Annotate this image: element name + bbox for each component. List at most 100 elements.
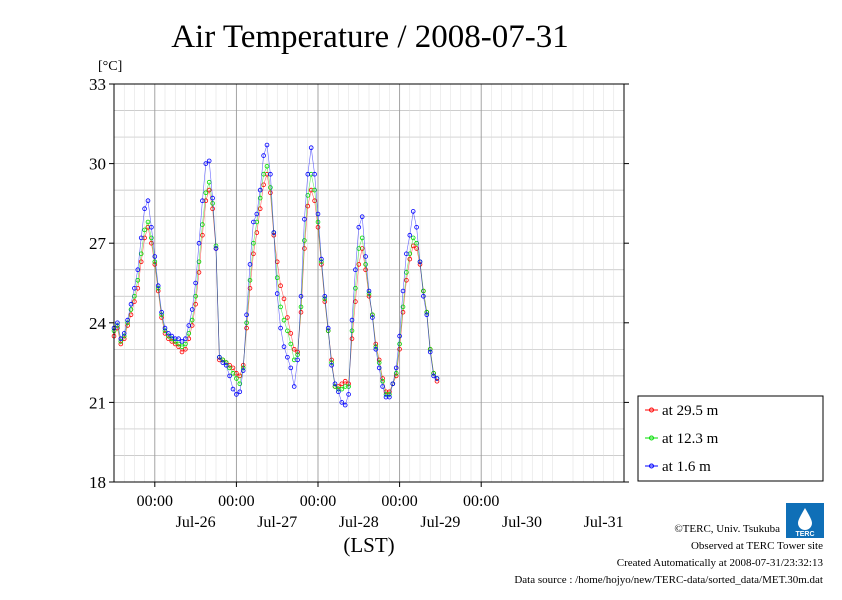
data-point — [189, 317, 195, 323]
data-point — [373, 346, 379, 352]
data-point — [118, 336, 124, 342]
y-axis-ticks: 18 21 24 27 30 33 — [89, 75, 629, 492]
data-point — [128, 307, 134, 312]
data-point — [162, 325, 168, 331]
data-point — [387, 394, 392, 400]
y-tick-label: 30 — [89, 155, 106, 174]
data-point — [189, 307, 195, 312]
data-point — [298, 304, 304, 310]
data-point — [220, 360, 226, 365]
data-point — [349, 336, 355, 342]
data-point — [193, 280, 198, 286]
data-point — [179, 349, 185, 355]
data-point — [179, 344, 185, 350]
data-point — [359, 214, 365, 220]
data-point — [268, 171, 273, 177]
legend-label: at 12.3 m — [662, 431, 719, 447]
y-tick-label: 24 — [89, 314, 107, 333]
legend: at 29.5 m at 12.3 m at 1.6 m — [637, 395, 824, 482]
data-point — [417, 259, 423, 265]
data-point — [166, 331, 171, 336]
data-point — [254, 211, 260, 217]
data-point — [169, 333, 175, 339]
data-point — [400, 304, 406, 310]
data-point — [366, 288, 372, 294]
data-point — [410, 235, 416, 241]
x-tick-label: 00:00 — [300, 493, 336, 510]
x-day-label: Jul-26 — [176, 514, 216, 531]
data-point — [356, 225, 362, 230]
credit-observed: Observed at TERC Tower site — [691, 540, 823, 552]
series-layer — [111, 142, 440, 408]
data-point — [251, 251, 256, 257]
data-point — [393, 370, 399, 376]
data-point — [315, 219, 321, 225]
data-point — [121, 331, 127, 336]
data-point — [390, 381, 396, 387]
data-point — [261, 182, 266, 188]
data-point — [288, 365, 294, 371]
data-point — [295, 357, 300, 363]
data-point — [271, 230, 277, 235]
data-point — [353, 267, 358, 273]
data-point — [155, 283, 161, 289]
chart-title: Air Temperature / 2008-07-31 — [171, 19, 569, 55]
legend-label: at 1.6 m — [662, 459, 711, 475]
data-point — [424, 312, 430, 318]
data-point — [128, 312, 134, 318]
x-day-label: Jul-30 — [502, 514, 542, 531]
data-point — [291, 384, 297, 389]
data-point — [247, 277, 253, 283]
data-point — [305, 171, 311, 177]
data-point — [400, 309, 406, 315]
data-point — [176, 344, 181, 350]
data-point — [349, 317, 355, 323]
y-axis-unit: [°C] — [98, 59, 122, 74]
data-point — [363, 262, 368, 267]
data-point — [261, 153, 266, 158]
drop-icon — [798, 508, 812, 530]
data-point — [410, 209, 416, 214]
data-point — [288, 341, 294, 347]
data-point — [169, 339, 175, 344]
data-point — [285, 354, 290, 360]
data-point — [234, 392, 239, 397]
data-point — [319, 256, 324, 262]
data-point — [176, 341, 181, 347]
data-point — [376, 360, 382, 365]
x-tick-label: 00:00 — [218, 493, 254, 510]
data-point — [244, 320, 249, 326]
data-point — [342, 378, 348, 384]
data-point — [342, 402, 348, 408]
data-point — [407, 232, 413, 238]
data-point — [268, 185, 273, 190]
data-point — [193, 301, 198, 307]
data-point — [227, 373, 232, 379]
data-point — [135, 267, 141, 273]
data-point — [244, 312, 249, 318]
data-point — [305, 193, 311, 198]
data-point — [237, 389, 243, 395]
x-day-label: Jul-28 — [339, 514, 379, 531]
data-point — [363, 254, 368, 259]
data-point — [183, 346, 188, 352]
data-point — [186, 323, 192, 328]
terc-logo-text: TERC — [795, 531, 814, 538]
data-point — [257, 206, 263, 212]
credit-created: Created Automatically at 2008-07-31/23:3… — [617, 557, 824, 569]
data-point — [370, 315, 375, 320]
data-point — [169, 336, 175, 342]
data-point — [203, 161, 209, 166]
x-day-label: Jul-27 — [257, 514, 297, 531]
data-point — [145, 219, 151, 225]
x-tick-label: 00:00 — [381, 493, 417, 510]
data-point — [145, 198, 151, 204]
data-point — [312, 171, 317, 177]
data-point — [312, 187, 317, 193]
credit-copyright: ©TERC, Univ. Tsukuba — [674, 523, 780, 535]
x-tick-label: 00:00 — [463, 493, 499, 510]
data-point — [404, 251, 409, 257]
